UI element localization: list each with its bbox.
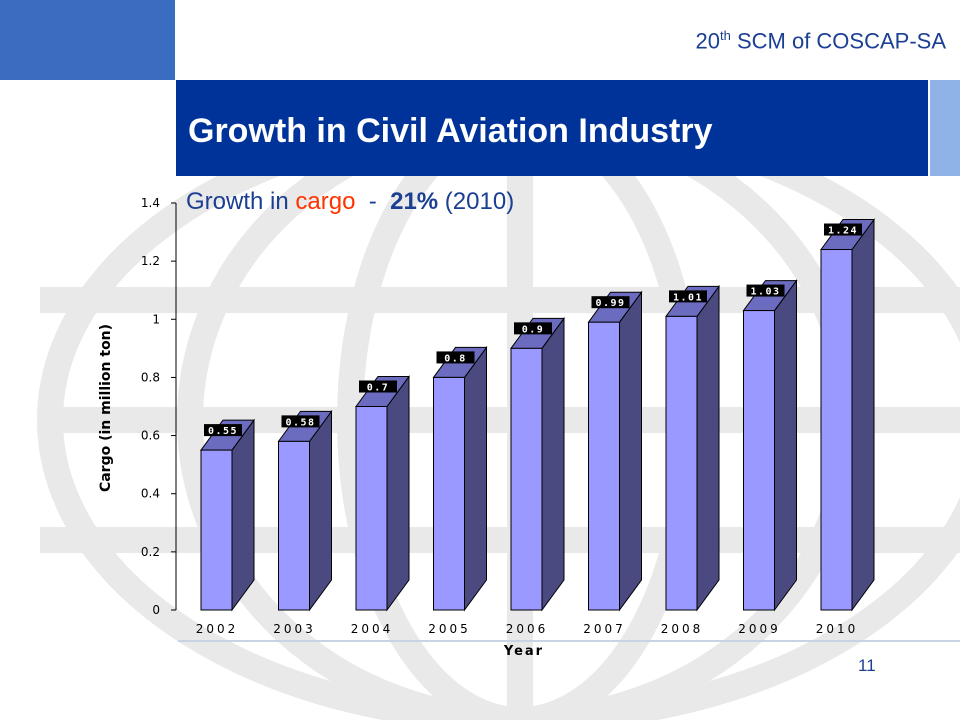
bar-2008 xyxy=(665,284,720,612)
data-label: 0.9 xyxy=(522,324,545,335)
bar-2003 xyxy=(277,409,333,612)
bar-side xyxy=(774,279,797,612)
data-label-box xyxy=(669,290,707,303)
slide-subtitle: Growth in cargo - 21% (2010) xyxy=(186,188,515,215)
bar-2009 xyxy=(742,279,798,612)
bar-side xyxy=(386,374,410,612)
page-number: 11 xyxy=(858,656,876,675)
data-label: 0.99 xyxy=(595,298,625,309)
bar-front xyxy=(743,310,775,611)
bar-front xyxy=(588,321,620,611)
x-tick-label: 2002 xyxy=(196,622,239,636)
y-tick-label: 0.2 xyxy=(141,545,160,559)
bar-front xyxy=(820,249,853,611)
x-tick-label: 2006 xyxy=(506,622,549,636)
bar-2005 xyxy=(432,345,488,612)
y-tick-label: 0.6 xyxy=(141,429,160,443)
data-label-box xyxy=(359,380,397,393)
y-tick-label: 0.8 xyxy=(141,370,160,384)
y-tick-label: 1 xyxy=(152,312,160,326)
bar-side xyxy=(464,345,487,612)
bar-front xyxy=(433,376,465,611)
data-label: 1.03 xyxy=(750,287,780,298)
x-tick-label: 2007 xyxy=(583,622,626,636)
slide-title: Growth in Civil Aviation Industry xyxy=(188,112,713,150)
y-tick-label: 0.4 xyxy=(141,487,160,501)
x-tick-label: 2009 xyxy=(738,622,781,636)
y-tick-label: 0 xyxy=(152,603,160,617)
bar-front xyxy=(665,315,698,611)
bar-side xyxy=(851,217,875,612)
corner-accent-block xyxy=(0,0,175,80)
bar-side xyxy=(541,316,565,612)
bar-side xyxy=(231,418,255,612)
bottom-divider xyxy=(178,640,960,642)
x-axis-label: Year xyxy=(503,644,544,659)
title-bar xyxy=(176,80,928,176)
data-label-box xyxy=(591,296,630,309)
data-label: 0.7 xyxy=(367,383,390,394)
x-tick-label: 2005 xyxy=(428,622,471,636)
bar-front xyxy=(510,347,543,611)
bar-2010 xyxy=(820,217,875,612)
bar-2004 xyxy=(355,374,410,612)
title-accent-block xyxy=(930,80,960,176)
bar-2002 xyxy=(200,418,255,612)
data-label-box xyxy=(436,351,475,364)
bar-2006 xyxy=(510,316,565,612)
data-label-box xyxy=(824,223,862,236)
bar-side xyxy=(696,284,720,612)
x-tick-label: 2004 xyxy=(351,622,394,636)
data-label: 0.58 xyxy=(285,417,315,428)
x-tick-label: 2003 xyxy=(273,622,316,636)
y-tick-label: 1.4 xyxy=(141,196,160,210)
x-tick-label: 2008 xyxy=(661,622,704,636)
x-tick-label: 2010 xyxy=(816,622,859,636)
data-label: 1.24 xyxy=(828,226,858,237)
bar-side xyxy=(309,409,332,612)
bar-front xyxy=(278,440,310,611)
data-label: 0.8 xyxy=(444,353,467,364)
data-label-box xyxy=(746,284,785,297)
bar-side xyxy=(619,290,642,612)
data-label-box xyxy=(204,424,242,437)
data-label: 1.01 xyxy=(673,292,703,303)
bar-front xyxy=(355,406,388,611)
data-label-box xyxy=(514,322,552,335)
y-tick-label: 1.2 xyxy=(141,254,160,268)
conference-label: 20th SCM of COSCAP-SA xyxy=(695,28,946,54)
data-label-box xyxy=(281,415,320,428)
y-axis-label: Cargo (in million ton) xyxy=(98,324,114,492)
data-label: 0.55 xyxy=(208,426,238,437)
bar-front xyxy=(200,449,233,611)
bar-2007 xyxy=(587,290,643,612)
